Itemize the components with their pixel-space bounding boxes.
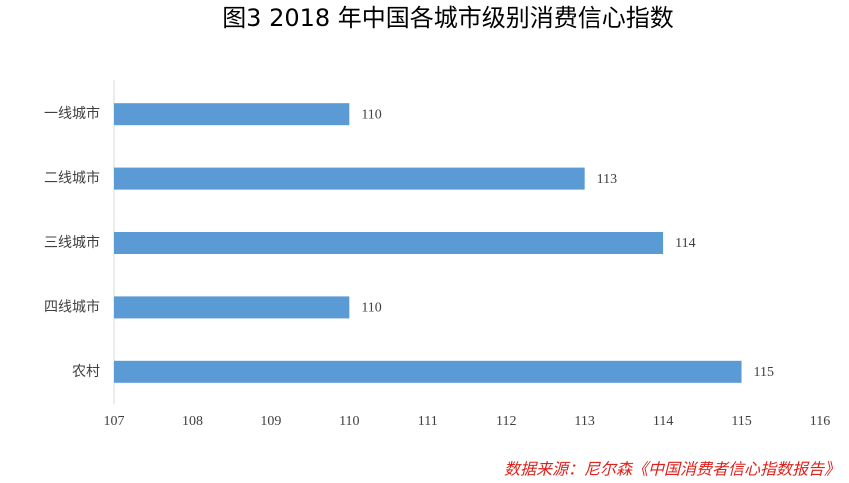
data-label: 110	[361, 301, 381, 316]
x-tick-label: 115	[731, 414, 751, 429]
y-tick-label: 四线城市	[44, 298, 100, 315]
x-tick-label: 114	[653, 414, 673, 429]
bar	[114, 167, 585, 190]
data-label: 113	[597, 172, 617, 187]
y-tick-label: 一线城市	[44, 105, 100, 122]
chart-title: 图3 2018 年中国各城市级别消费信心指数	[222, 4, 674, 32]
x-tick-label: 113	[574, 414, 594, 429]
data-label: 115	[754, 365, 774, 380]
x-tick-label: 109	[260, 414, 281, 429]
data-label: 114	[675, 236, 695, 251]
x-tick-label: 110	[339, 414, 359, 429]
data-label: 110	[361, 107, 381, 122]
x-tick-label: 108	[182, 414, 203, 429]
y-tick-label: 二线城市	[44, 170, 100, 187]
y-tick-label: 三线城市	[44, 234, 100, 251]
x-tick-label: 111	[418, 414, 438, 429]
bar	[114, 103, 350, 126]
source-note: 数据来源：尼尔森《中国消费者信心指数报告》	[504, 460, 840, 479]
y-tick-label: 农村	[72, 364, 100, 380]
bar	[114, 296, 350, 319]
x-tick-label: 112	[496, 414, 516, 429]
bar	[114, 232, 664, 254]
x-tick-label: 107	[104, 414, 125, 429]
bar	[114, 360, 742, 383]
x-tick-label: 116	[810, 414, 830, 429]
